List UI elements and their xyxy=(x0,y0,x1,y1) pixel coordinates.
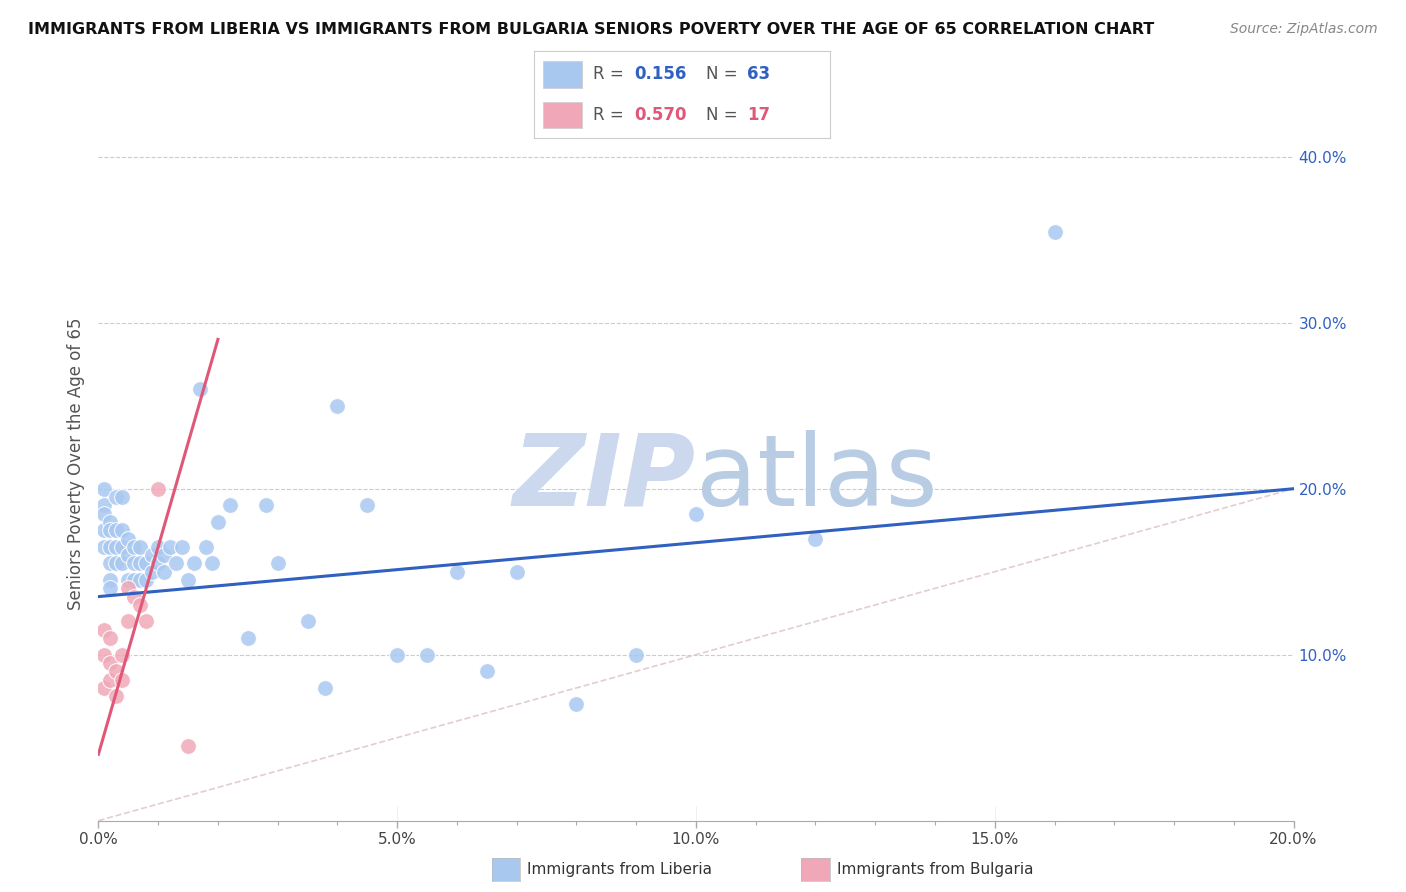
Point xyxy=(177,739,200,753)
Point xyxy=(117,548,139,562)
Point xyxy=(111,648,134,662)
Point xyxy=(93,540,115,554)
Point xyxy=(100,631,122,645)
Point xyxy=(685,507,707,521)
Text: 17: 17 xyxy=(747,105,770,124)
Point xyxy=(100,673,122,687)
Point xyxy=(129,598,152,612)
Point xyxy=(111,523,134,537)
Text: ZIP: ZIP xyxy=(513,430,696,526)
Point xyxy=(141,565,163,579)
Y-axis label: Seniors Poverty Over the Age of 65: Seniors Poverty Over the Age of 65 xyxy=(66,318,84,610)
Point xyxy=(93,499,115,513)
Point xyxy=(201,557,224,571)
Point xyxy=(219,499,242,513)
Point xyxy=(159,540,181,554)
Text: IMMIGRANTS FROM LIBERIA VS IMMIGRANTS FROM BULGARIA SENIORS POVERTY OVER THE AGE: IMMIGRANTS FROM LIBERIA VS IMMIGRANTS FR… xyxy=(28,22,1154,37)
Text: R =: R = xyxy=(593,65,630,84)
Text: atlas: atlas xyxy=(696,430,938,526)
Point xyxy=(195,540,218,554)
Point xyxy=(100,573,122,587)
Point xyxy=(267,557,290,571)
Point xyxy=(100,515,122,529)
Point xyxy=(93,648,115,662)
Point xyxy=(165,557,187,571)
Point xyxy=(188,382,211,396)
Point xyxy=(117,615,139,629)
Text: Immigrants from Bulgaria: Immigrants from Bulgaria xyxy=(837,863,1033,877)
Point xyxy=(153,548,176,562)
Point xyxy=(183,557,205,571)
Point xyxy=(93,623,115,637)
Text: 0.156: 0.156 xyxy=(634,65,688,84)
Point xyxy=(100,540,122,554)
Point xyxy=(124,557,146,571)
Point xyxy=(446,565,468,579)
Point xyxy=(416,648,439,662)
Bar xyxy=(543,62,582,87)
Point xyxy=(172,540,194,554)
Text: 63: 63 xyxy=(747,65,770,84)
Point xyxy=(93,482,115,496)
Point xyxy=(124,573,146,587)
Point xyxy=(105,665,128,679)
Point xyxy=(315,681,337,695)
Point xyxy=(565,698,588,712)
Point xyxy=(129,557,152,571)
Point xyxy=(385,648,409,662)
Point xyxy=(254,499,277,513)
Point xyxy=(105,689,128,703)
Point xyxy=(124,590,146,604)
Point xyxy=(297,615,319,629)
Point xyxy=(141,548,163,562)
Point xyxy=(1043,225,1066,239)
Point xyxy=(100,523,122,537)
Point xyxy=(475,665,498,679)
Point xyxy=(148,540,170,554)
Point xyxy=(100,582,122,596)
Point xyxy=(207,515,229,529)
Point xyxy=(111,557,134,571)
Point xyxy=(111,673,134,687)
Text: N =: N = xyxy=(706,65,742,84)
Text: N =: N = xyxy=(706,105,742,124)
Point xyxy=(326,399,349,413)
Point xyxy=(177,573,200,587)
Point xyxy=(135,615,157,629)
Point xyxy=(129,540,152,554)
Text: Source: ZipAtlas.com: Source: ZipAtlas.com xyxy=(1230,22,1378,37)
Point xyxy=(93,507,115,521)
Point xyxy=(129,573,152,587)
Text: 0.570: 0.570 xyxy=(634,105,688,124)
Point xyxy=(135,557,157,571)
Point xyxy=(626,648,648,662)
Point xyxy=(105,540,128,554)
Point xyxy=(100,557,122,571)
Text: Immigrants from Liberia: Immigrants from Liberia xyxy=(527,863,713,877)
Point xyxy=(111,490,134,504)
Point xyxy=(135,573,157,587)
Point xyxy=(356,499,378,513)
Point xyxy=(148,482,170,496)
Point xyxy=(236,631,259,645)
Point xyxy=(93,523,115,537)
Point xyxy=(506,565,529,579)
Point xyxy=(93,681,115,695)
Point xyxy=(105,490,128,504)
Text: R =: R = xyxy=(593,105,630,124)
Point xyxy=(117,532,139,546)
Point xyxy=(105,557,128,571)
Point xyxy=(100,656,122,670)
Point xyxy=(153,565,176,579)
Point xyxy=(804,532,827,546)
Point xyxy=(117,573,139,587)
Point xyxy=(148,557,170,571)
Point xyxy=(117,582,139,596)
Point xyxy=(111,540,134,554)
Point xyxy=(124,540,146,554)
Bar xyxy=(543,102,582,128)
Point xyxy=(105,523,128,537)
